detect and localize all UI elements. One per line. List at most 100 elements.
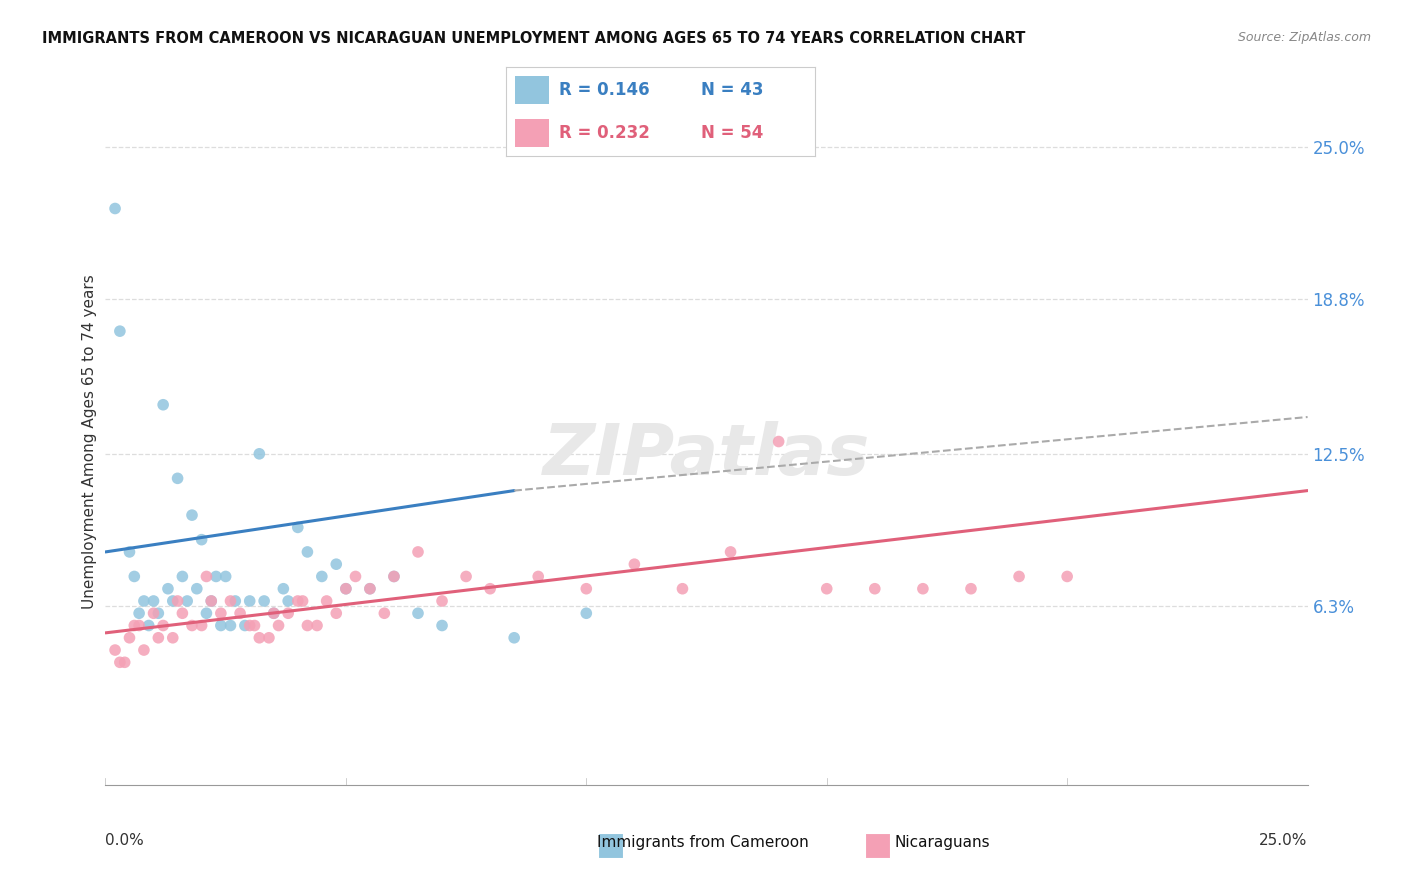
Text: N = 54: N = 54 <box>702 124 763 142</box>
Text: R = 0.146: R = 0.146 <box>558 81 650 99</box>
Point <box>382 569 405 583</box>
Point <box>287 520 309 534</box>
Point <box>142 594 165 608</box>
Point <box>406 607 429 621</box>
Point <box>325 607 347 621</box>
Point <box>297 618 319 632</box>
Point <box>209 607 232 621</box>
Point <box>195 569 218 583</box>
Point <box>277 594 299 608</box>
Point <box>181 618 204 632</box>
Point <box>233 618 256 632</box>
FancyBboxPatch shape <box>516 119 550 147</box>
Point <box>243 618 266 632</box>
Point <box>335 582 357 596</box>
Point <box>253 594 276 608</box>
Text: Nicaraguans: Nicaraguans <box>894 836 990 850</box>
Text: 0.0%: 0.0% <box>105 833 145 848</box>
Point <box>1008 569 1031 583</box>
Point <box>186 582 208 596</box>
Point <box>142 607 165 621</box>
Text: 25.0%: 25.0% <box>1260 833 1308 848</box>
Point <box>863 582 886 596</box>
Point <box>128 618 150 632</box>
Point <box>148 607 170 621</box>
Point <box>623 557 645 572</box>
Point <box>960 582 983 596</box>
Text: ZIPatlas: ZIPatlas <box>543 421 870 490</box>
Point <box>172 607 194 621</box>
Point <box>114 655 136 669</box>
Point <box>128 607 150 621</box>
Point <box>503 631 526 645</box>
Text: Immigrants from Cameroon: Immigrants from Cameroon <box>598 836 808 850</box>
Point <box>720 545 742 559</box>
Point <box>335 582 357 596</box>
Point <box>200 594 222 608</box>
Point <box>162 594 184 608</box>
Point <box>190 618 212 632</box>
Point <box>166 594 188 608</box>
Point <box>104 202 127 216</box>
Point <box>148 631 170 645</box>
Point <box>671 582 693 596</box>
Point <box>263 607 285 621</box>
Point <box>430 594 453 608</box>
Point <box>239 618 262 632</box>
Point <box>359 582 381 596</box>
Point <box>768 434 790 449</box>
Point <box>311 569 333 583</box>
Point <box>172 569 194 583</box>
Point <box>479 582 502 596</box>
Point <box>247 631 270 645</box>
Point <box>108 324 131 338</box>
Text: N = 43: N = 43 <box>702 81 763 99</box>
Point <box>247 447 270 461</box>
Point <box>166 471 188 485</box>
Point <box>1056 569 1078 583</box>
Point <box>209 618 232 632</box>
Point <box>214 569 236 583</box>
Point <box>267 618 290 632</box>
Text: Source: ZipAtlas.com: Source: ZipAtlas.com <box>1237 31 1371 45</box>
Point <box>277 607 299 621</box>
Point <box>152 398 174 412</box>
Y-axis label: Unemployment Among Ages 65 to 74 years: Unemployment Among Ages 65 to 74 years <box>82 274 97 609</box>
Point <box>229 607 252 621</box>
Point <box>359 582 381 596</box>
Point <box>527 569 550 583</box>
Point <box>108 655 131 669</box>
Point <box>344 569 367 583</box>
Point <box>454 569 477 583</box>
Point <box>373 607 395 621</box>
Point <box>138 618 160 632</box>
Point <box>305 618 328 632</box>
Point <box>219 618 242 632</box>
Point <box>181 508 204 523</box>
Point <box>219 594 242 608</box>
Point <box>162 631 184 645</box>
Point <box>205 569 228 583</box>
Point <box>575 582 598 596</box>
Point <box>190 533 212 547</box>
Point <box>118 631 141 645</box>
Text: IMMIGRANTS FROM CAMEROON VS NICARAGUAN UNEMPLOYMENT AMONG AGES 65 TO 74 YEARS CO: IMMIGRANTS FROM CAMEROON VS NICARAGUAN U… <box>42 31 1025 46</box>
Point <box>815 582 838 596</box>
Point <box>406 545 429 559</box>
Point <box>287 594 309 608</box>
Point <box>224 594 246 608</box>
Point <box>152 618 174 632</box>
Point <box>273 582 295 596</box>
Point <box>382 569 405 583</box>
Point <box>132 643 155 657</box>
Point <box>575 607 598 621</box>
Point <box>239 594 262 608</box>
Point <box>257 631 280 645</box>
Point <box>104 643 127 657</box>
Point <box>291 594 314 608</box>
Point <box>911 582 934 596</box>
Point <box>176 594 198 608</box>
Point <box>200 594 222 608</box>
Point <box>132 594 155 608</box>
Point <box>430 618 453 632</box>
